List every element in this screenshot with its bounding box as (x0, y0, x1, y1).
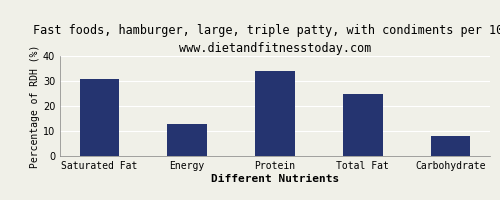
Bar (80, 78, 119, 156)
X-axis label: Different Nutrients: Different Nutrients (211, 174, 339, 184)
Bar (431, 136, 470, 156)
Title: Fast foods, hamburger, large, triple patty, with condiments per 100g
www.dietand: Fast foods, hamburger, large, triple pat… (33, 24, 500, 55)
Bar (255, 71, 295, 156)
Bar (168, 123, 207, 156)
Bar (343, 94, 382, 156)
Y-axis label: Percentage of RDH (%): Percentage of RDH (%) (30, 44, 40, 168)
